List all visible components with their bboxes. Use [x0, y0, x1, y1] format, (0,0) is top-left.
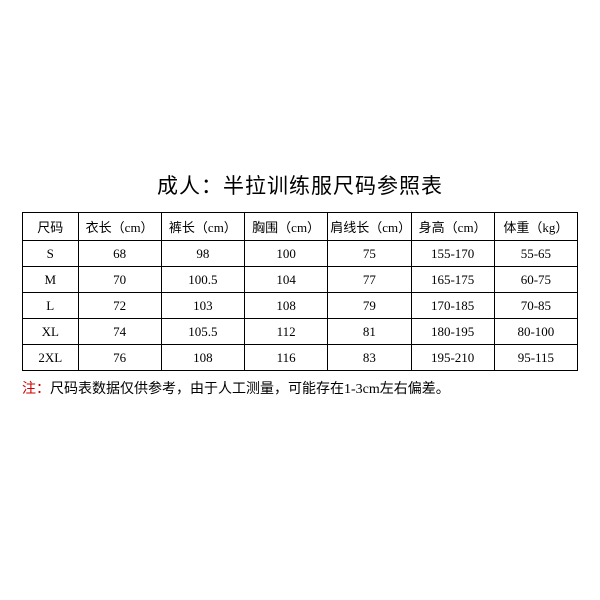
table-cell: 75	[328, 241, 411, 267]
table-cell: 108	[161, 345, 244, 371]
table-cell: 80-100	[494, 319, 577, 345]
table-header: 体重（kg）	[494, 213, 577, 241]
table-body: S 68 98 100 75 155-170 55-65 M 70 100.5 …	[23, 241, 578, 371]
table-cell: 104	[245, 267, 328, 293]
table-cell: 72	[78, 293, 161, 319]
table-cell: S	[23, 241, 79, 267]
note-label: 注：	[22, 382, 50, 397]
table-cell: 165-175	[411, 267, 494, 293]
table-cell: M	[23, 267, 79, 293]
table-cell: 74	[78, 319, 161, 345]
table-header: 裤长（cm）	[161, 213, 244, 241]
table-cell: 81	[328, 319, 411, 345]
table-cell: 68	[78, 241, 161, 267]
table-cell: 70	[78, 267, 161, 293]
table-header: 尺码	[23, 213, 79, 241]
table-row: M 70 100.5 104 77 165-175 60-75	[23, 267, 578, 293]
table-cell: 100	[245, 241, 328, 267]
table-row: S 68 98 100 75 155-170 55-65	[23, 241, 578, 267]
table-cell: L	[23, 293, 79, 319]
table-cell: 83	[328, 345, 411, 371]
table-header-row: 尺码 衣长（cm） 裤长（cm） 胸围（cm） 肩线长（cm） 身高（cm） 体…	[23, 213, 578, 241]
table-cell: 77	[328, 267, 411, 293]
size-table: 尺码 衣长（cm） 裤长（cm） 胸围（cm） 肩线长（cm） 身高（cm） 体…	[22, 212, 578, 371]
table-cell: 195-210	[411, 345, 494, 371]
table-cell: 155-170	[411, 241, 494, 267]
table-row: L 72 103 108 79 170-185 70-85	[23, 293, 578, 319]
table-cell: XL	[23, 319, 79, 345]
table-cell: 180-195	[411, 319, 494, 345]
footnote: 注：尺码表数据仅供参考，由于人工测量，可能存在1-3cm左右偏差。	[22, 379, 578, 400]
table-row: XL 74 105.5 112 81 180-195 80-100	[23, 319, 578, 345]
table-cell: 79	[328, 293, 411, 319]
table-cell: 70-85	[494, 293, 577, 319]
table-cell: 60-75	[494, 267, 577, 293]
table-cell: 2XL	[23, 345, 79, 371]
table-header: 身高（cm）	[411, 213, 494, 241]
table-header: 肩线长（cm）	[328, 213, 411, 241]
table-cell: 76	[78, 345, 161, 371]
table-header: 胸围（cm）	[245, 213, 328, 241]
table-cell: 112	[245, 319, 328, 345]
content-wrapper: 成人：半拉训练服尺码参照表 尺码 衣长（cm） 裤长（cm） 胸围（cm） 肩线…	[22, 170, 578, 400]
table-cell: 103	[161, 293, 244, 319]
table-header: 衣长（cm）	[78, 213, 161, 241]
table-row: 2XL 76 108 116 83 195-210 95-115	[23, 345, 578, 371]
table-cell: 108	[245, 293, 328, 319]
table-cell: 55-65	[494, 241, 577, 267]
note-text: 尺码表数据仅供参考，由于人工测量，可能存在1-3cm左右偏差。	[50, 382, 450, 397]
table-cell: 100.5	[161, 267, 244, 293]
table-cell: 105.5	[161, 319, 244, 345]
table-cell: 116	[245, 345, 328, 371]
table-cell: 95-115	[494, 345, 577, 371]
table-cell: 170-185	[411, 293, 494, 319]
page-title: 成人：半拉训练服尺码参照表	[22, 170, 578, 200]
table-cell: 98	[161, 241, 244, 267]
